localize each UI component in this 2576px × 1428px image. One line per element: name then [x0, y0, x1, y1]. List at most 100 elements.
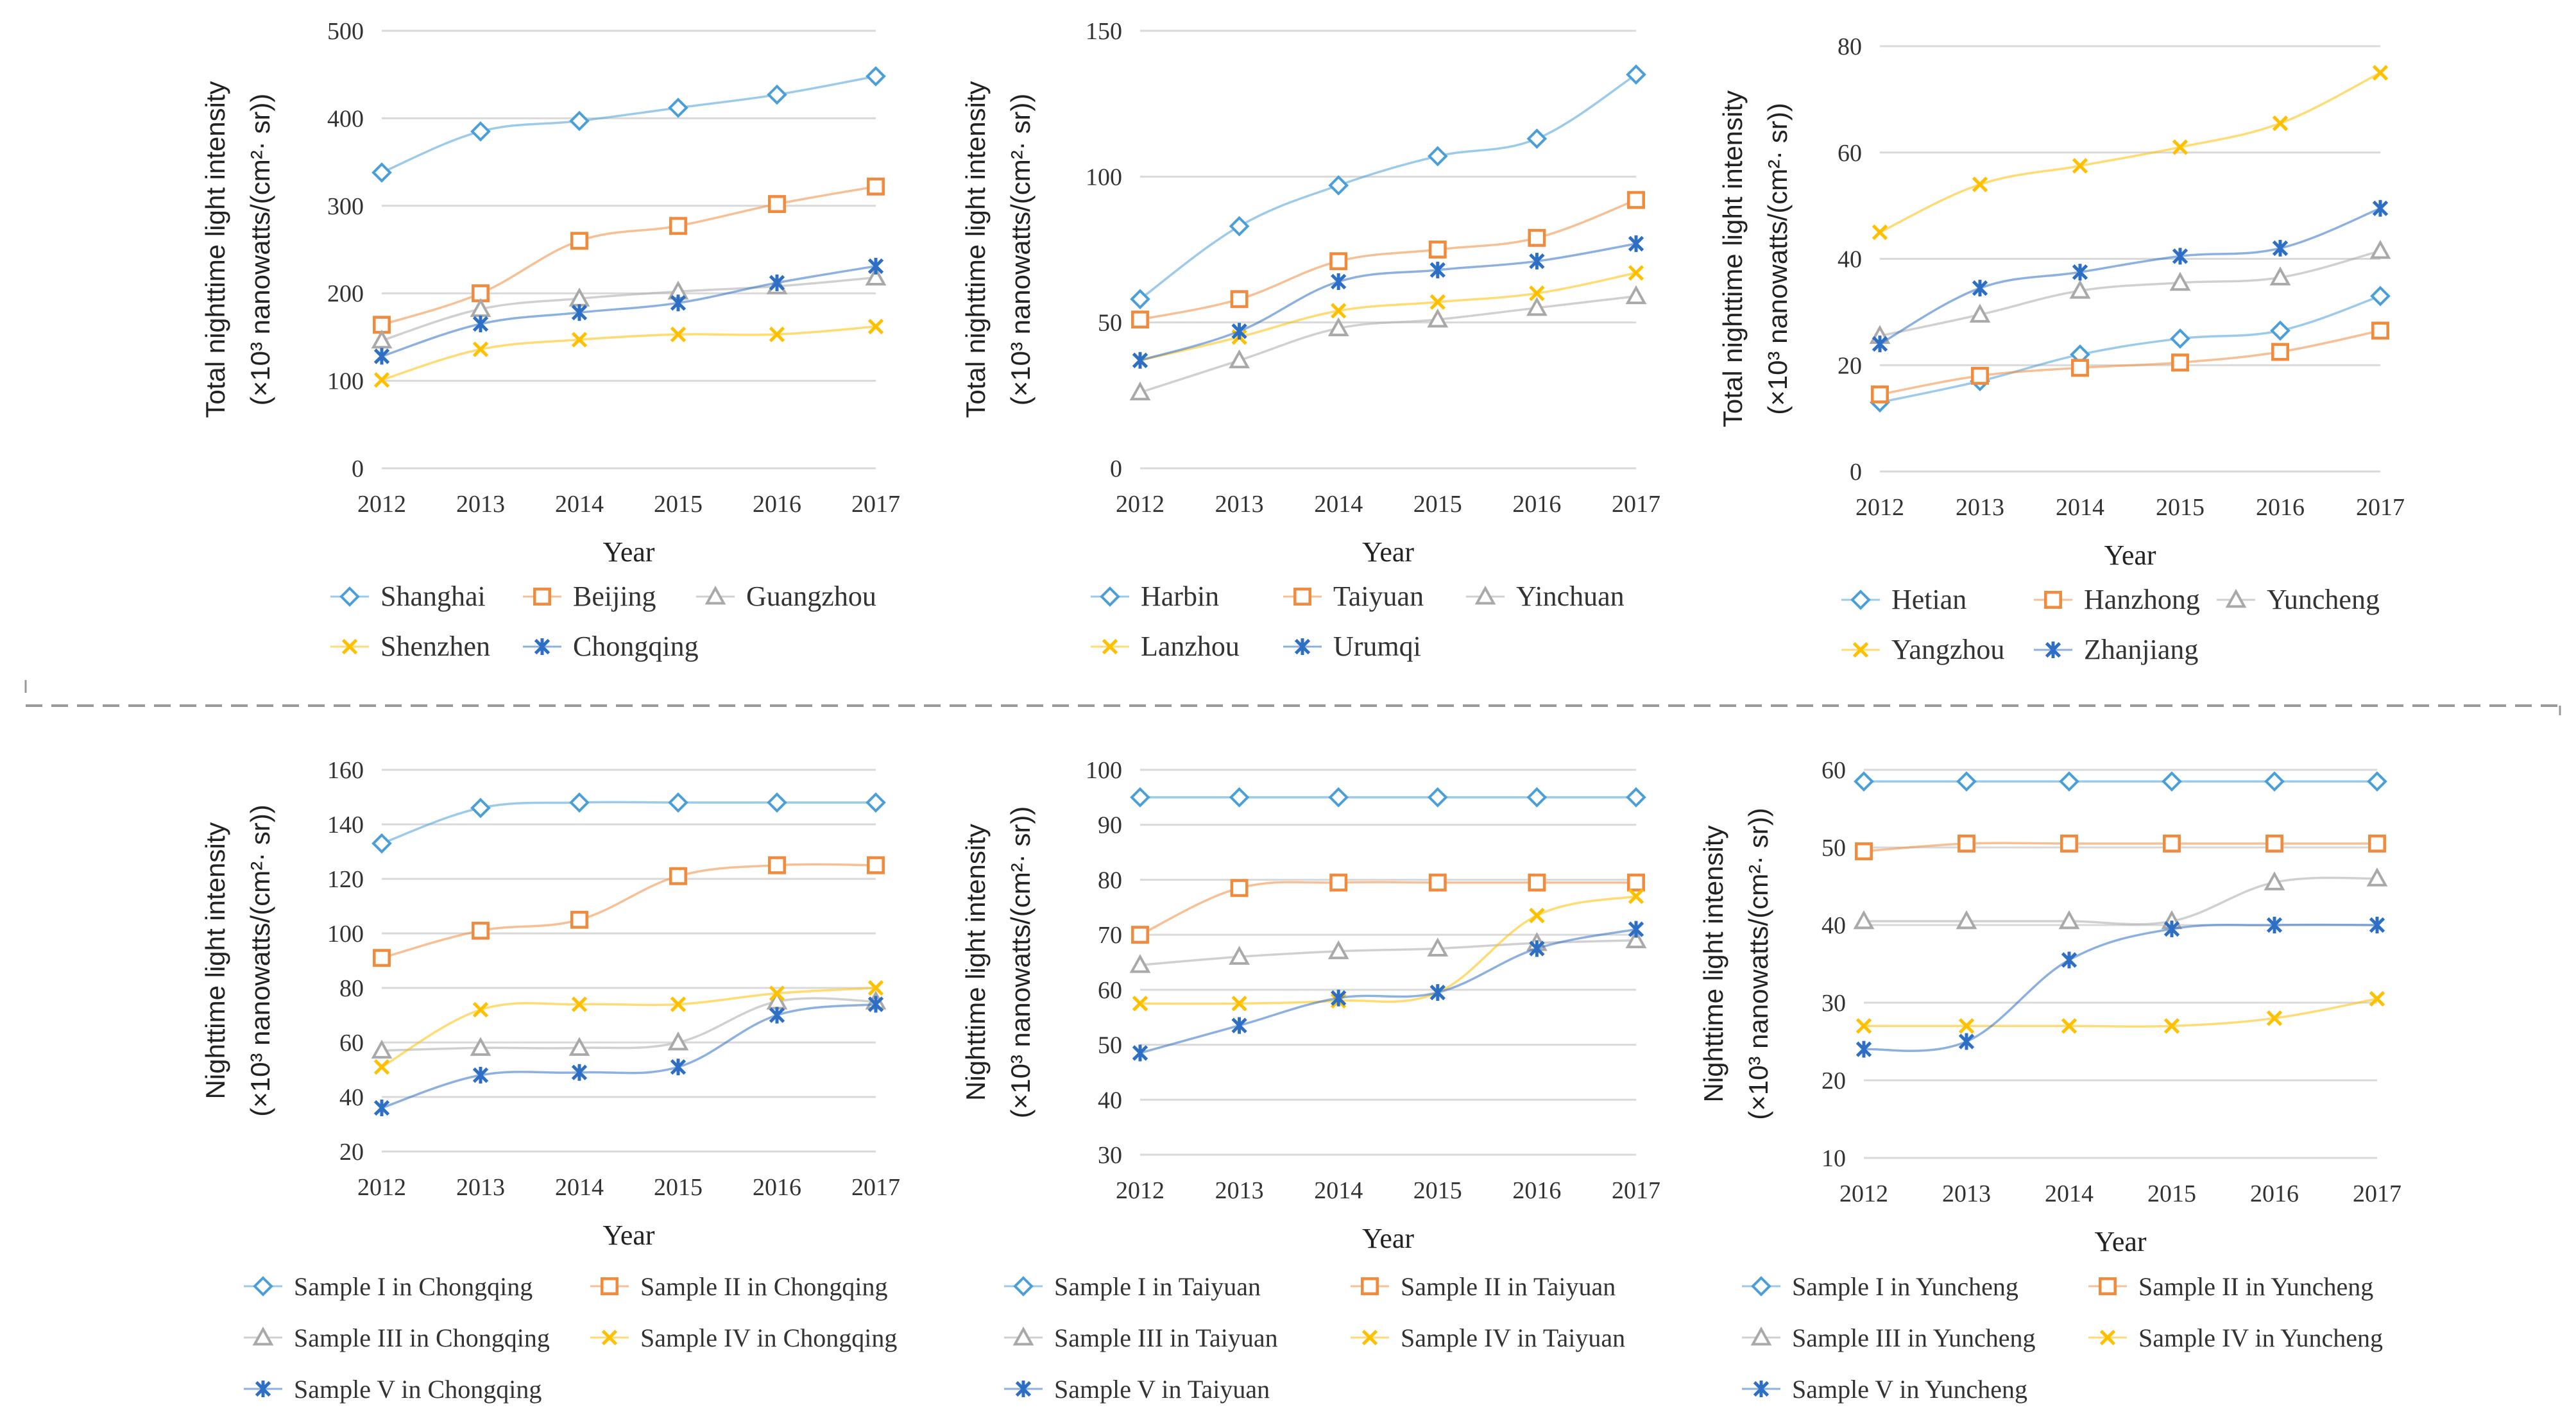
- data-point: [2059, 771, 2079, 792]
- legend-entry: Guangzhou: [696, 581, 876, 612]
- data-point: [2061, 951, 2077, 969]
- data-point: [669, 867, 687, 885]
- data-point: [472, 315, 489, 332]
- data-point: [1625, 285, 1647, 305]
- y-tick-label: 80: [1098, 867, 1122, 894]
- x-tick-label: 2016: [1512, 1177, 1561, 1204]
- legend-marker: [1750, 1326, 1772, 1346]
- y-axis-title: Total nighttime light intensity: [960, 81, 991, 418]
- data-point: [1626, 787, 1646, 808]
- data-point: [1528, 873, 1546, 892]
- x-tick-label: 2016: [753, 491, 801, 518]
- legend-marker: [1361, 1277, 1379, 1295]
- legend-label: Sample IV in Taiyuan: [1401, 1323, 1625, 1352]
- data-point: [1427, 146, 1448, 167]
- series-line: [1139, 939, 1637, 967]
- y-tick-label: 500: [327, 18, 364, 45]
- data-point: [568, 1037, 590, 1056]
- legend-marker: [1361, 1329, 1378, 1346]
- data-point: [670, 327, 687, 343]
- series-line: [381, 325, 876, 381]
- series-line: [1863, 842, 2377, 853]
- legend-marker: [601, 1277, 618, 1295]
- legend-entry: Yinchuan: [1466, 581, 1625, 612]
- data-point: [2163, 835, 2181, 853]
- legend-label: Sample II in Taiyuan: [1401, 1272, 1616, 1301]
- data-point: [866, 66, 886, 87]
- legend-marker: [2099, 1329, 2116, 1346]
- x-tick-label: 2017: [851, 491, 900, 518]
- chart-panel-5: 30 40 50 60 70 80 90 100 2012 2013 2014 2015 2016 201…: [960, 757, 1660, 1404]
- y-tick-label: 150: [1086, 18, 1122, 45]
- data-point: [769, 274, 785, 291]
- data-point: [1429, 294, 1446, 310]
- y-tick-label: 400: [327, 105, 364, 132]
- legend-marker: [1293, 588, 1311, 606]
- series-line: [1139, 895, 1637, 1005]
- data-point: [1627, 191, 1645, 209]
- y-tick-label: 100: [327, 921, 364, 948]
- data-point: [1627, 873, 1645, 892]
- y-tick-label: 50: [1821, 835, 1846, 862]
- data-point: [1971, 366, 1989, 385]
- data-point: [1958, 835, 1975, 853]
- data-point: [1854, 771, 1874, 792]
- y-tick-label: 40: [1838, 246, 1862, 273]
- data-point: [2265, 835, 2283, 853]
- legend-entry: Yuncheng: [2217, 584, 2380, 615]
- data-point: [2170, 328, 2190, 349]
- series-line: [381, 863, 876, 959]
- data-point: [2171, 353, 2189, 372]
- data-point: [373, 949, 391, 967]
- x-tick-label: 2015: [2147, 1180, 2196, 1207]
- data-point: [2368, 835, 2386, 853]
- chart-panel-2: 0 50 100 150 2012 2013 2014 2015 2016 2017 Year Tot…: [960, 18, 1660, 662]
- series-line: [381, 1003, 876, 1109]
- legend-label: Sample V in Taiyuan: [1054, 1375, 1270, 1404]
- data-point: [1853, 910, 1875, 930]
- y-axis-title: Nighttime light intensity: [200, 822, 230, 1100]
- data-point: [1331, 303, 1347, 319]
- y-tick-label: 60: [1098, 977, 1122, 1004]
- data-point: [1871, 385, 1889, 404]
- data-point: [2264, 871, 2285, 890]
- legend-entry: Sample II in Taiyuan: [1351, 1272, 1616, 1301]
- data-point: [1229, 787, 1250, 808]
- legend-marker: [1852, 642, 1869, 658]
- x-tick-label: 2012: [357, 491, 406, 518]
- data-point: [2271, 343, 2289, 361]
- data-point: [2264, 771, 2285, 792]
- y-tick-label: 80: [339, 975, 364, 1002]
- legend-label: Sample I in Chongqing: [294, 1272, 533, 1301]
- data-point: [2369, 917, 2385, 933]
- data-point: [1329, 252, 1348, 271]
- legend-entry: Hanzhong: [2034, 584, 2200, 615]
- data-point: [1626, 64, 1646, 85]
- data-point: [867, 980, 884, 996]
- legend-marker: [1751, 1276, 1771, 1296]
- data-point: [1628, 888, 1644, 905]
- data-point: [1855, 1041, 1872, 1058]
- y-tick-label: 30: [1821, 990, 1846, 1017]
- x-tick-label: 2012: [1855, 494, 1904, 521]
- data-point: [1429, 984, 1446, 1001]
- series-line: [381, 185, 876, 326]
- y-axis-unit: (×10³ nanowatts/(cm²· sr)): [1743, 808, 1773, 1120]
- legend-marker: [534, 638, 550, 655]
- data-point: [2266, 917, 2283, 933]
- data-point: [1526, 128, 1548, 149]
- data-point: [2369, 990, 2385, 1007]
- x-tick-label: 2013: [1956, 494, 2004, 521]
- legend-label: Guangzhou: [746, 581, 876, 612]
- legend-entry: Sample I in Taiyuan: [1004, 1272, 1261, 1301]
- data-point: [1328, 175, 1349, 196]
- data-point: [1231, 996, 1247, 1012]
- x-axis-title: Year: [2094, 1226, 2146, 1257]
- x-tick-label: 2013: [456, 1174, 505, 1201]
- data-point: [668, 98, 688, 118]
- y-tick-label: 50: [1098, 310, 1122, 337]
- chart-panel-4: 20 40 60 80 100 120 140 160 2012 2013 2014 2015 2016…: [200, 757, 900, 1404]
- legend-marker: [2045, 642, 2061, 658]
- y-axis-unit: (×10³ nanowatts/(cm²· sr)): [245, 804, 275, 1117]
- data-point: [1526, 787, 1548, 808]
